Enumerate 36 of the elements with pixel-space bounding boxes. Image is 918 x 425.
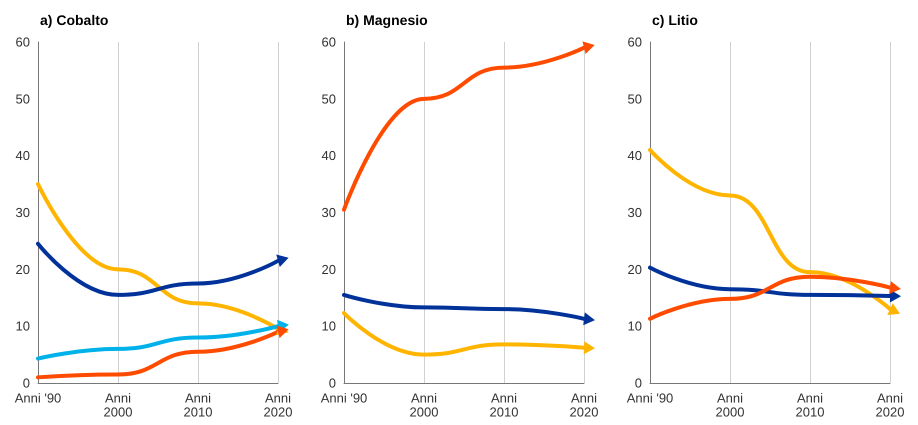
chart-title: c) Litio (652, 12, 698, 28)
y-tick-label: 20 (628, 262, 642, 277)
y-tick-label: 50 (322, 91, 336, 106)
y-tick-label: 30 (322, 205, 336, 220)
x-tick-label: Anni 2000 (410, 390, 438, 420)
y-tick-label: 40 (322, 148, 336, 164)
y-tick-label: 60 (16, 34, 30, 50)
y-tick-label: 0 (634, 376, 642, 390)
x-tick-label: Anni '90 (626, 390, 674, 406)
x-tick-label: Anni 2010 (184, 390, 212, 420)
y-tick-label: 60 (322, 34, 336, 50)
x-tick-label: Anni 2020 (570, 390, 598, 420)
x-tick-label: Anni 2000 (104, 390, 132, 420)
x-tick-label: Anni 2020 (876, 390, 904, 420)
y-tick-label: 20 (322, 262, 336, 277)
chart-title: b) Magnesio (346, 12, 428, 28)
y-tick-label: 40 (16, 148, 30, 164)
x-tick-label: Anni '90 (14, 390, 62, 406)
y-tick-label: 0 (328, 376, 336, 390)
y-tick-label: 40 (628, 148, 642, 164)
y-tick-label: 30 (628, 205, 642, 220)
y-tick-label: 50 (16, 91, 30, 106)
x-tick-label: Anni 2000 (716, 390, 744, 420)
y-tick-label: 0 (22, 376, 30, 390)
y-tick-label: 10 (322, 318, 336, 334)
x-tick-label: Anni '90 (320, 390, 368, 406)
y-tick-label: 30 (16, 205, 30, 220)
x-tick-label: Anni 2010 (490, 390, 518, 420)
y-tick-label: 60 (628, 34, 642, 50)
y-tick-label: 10 (628, 318, 642, 334)
x-tick-label: Anni 2020 (264, 390, 292, 420)
y-tick-label: 10 (16, 318, 30, 334)
x-tick-label: Anni 2010 (796, 390, 824, 420)
chart-title: a) Cobalto (40, 12, 108, 28)
y-tick-label: 50 (628, 91, 642, 106)
y-tick-label: 20 (16, 262, 30, 277)
